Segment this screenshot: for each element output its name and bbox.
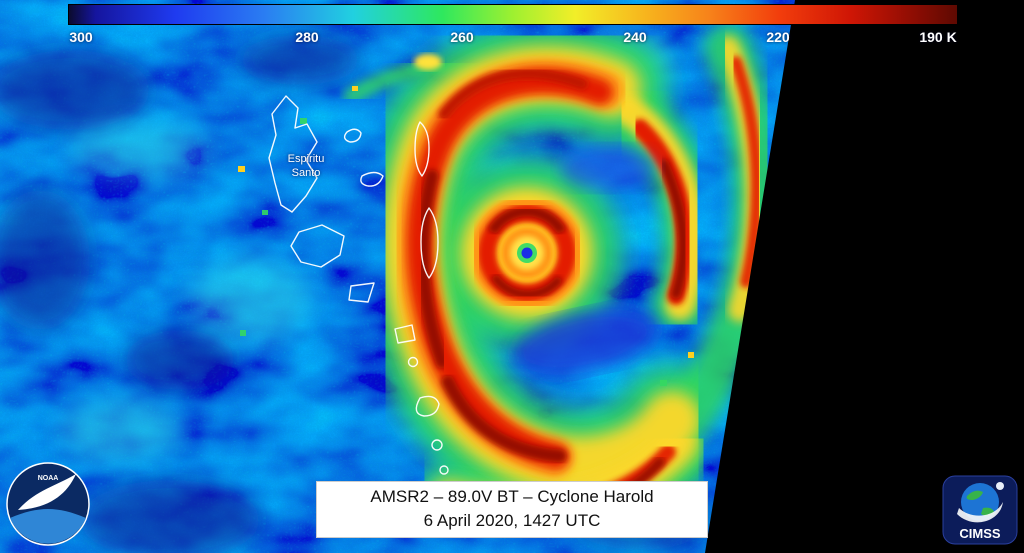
island-outlines bbox=[268, 95, 449, 475]
cimss-logo-text: CIMSS bbox=[959, 526, 1001, 541]
colorbar-tick-220: 220 bbox=[766, 29, 790, 45]
colorbar-tick-260: 260 bbox=[450, 29, 474, 45]
island-label-espiritu-santo: Espiritu Santo bbox=[287, 153, 325, 179]
colorbar-tick-280: 280 bbox=[295, 29, 319, 45]
scattered-speckles bbox=[238, 86, 694, 358]
colorbar-tick-300: 300 bbox=[69, 29, 93, 45]
colorbar bbox=[68, 4, 958, 25]
colorbar-tick-190K: 190 K bbox=[919, 29, 957, 45]
caption-line-2: 6 April 2020, 1427 UTC bbox=[423, 511, 601, 530]
noaa-logo: NOAA bbox=[6, 462, 90, 546]
colorbar-tick-240: 240 bbox=[623, 29, 647, 45]
cyclone-eye bbox=[521, 247, 533, 259]
noaa-logo-text: NOAA bbox=[38, 475, 59, 482]
dark-ocean-patches bbox=[0, 35, 710, 553]
cimss-logo: CIMSS bbox=[942, 475, 1018, 545]
caption-line-1: AMSR2 – 89.0V BT – Cyclone Harold bbox=[370, 487, 654, 506]
off-swath-region bbox=[705, 0, 1024, 553]
caption-box: AMSR2 – 89.0V BT – Cyclone Harold 6 Apri… bbox=[316, 481, 708, 538]
